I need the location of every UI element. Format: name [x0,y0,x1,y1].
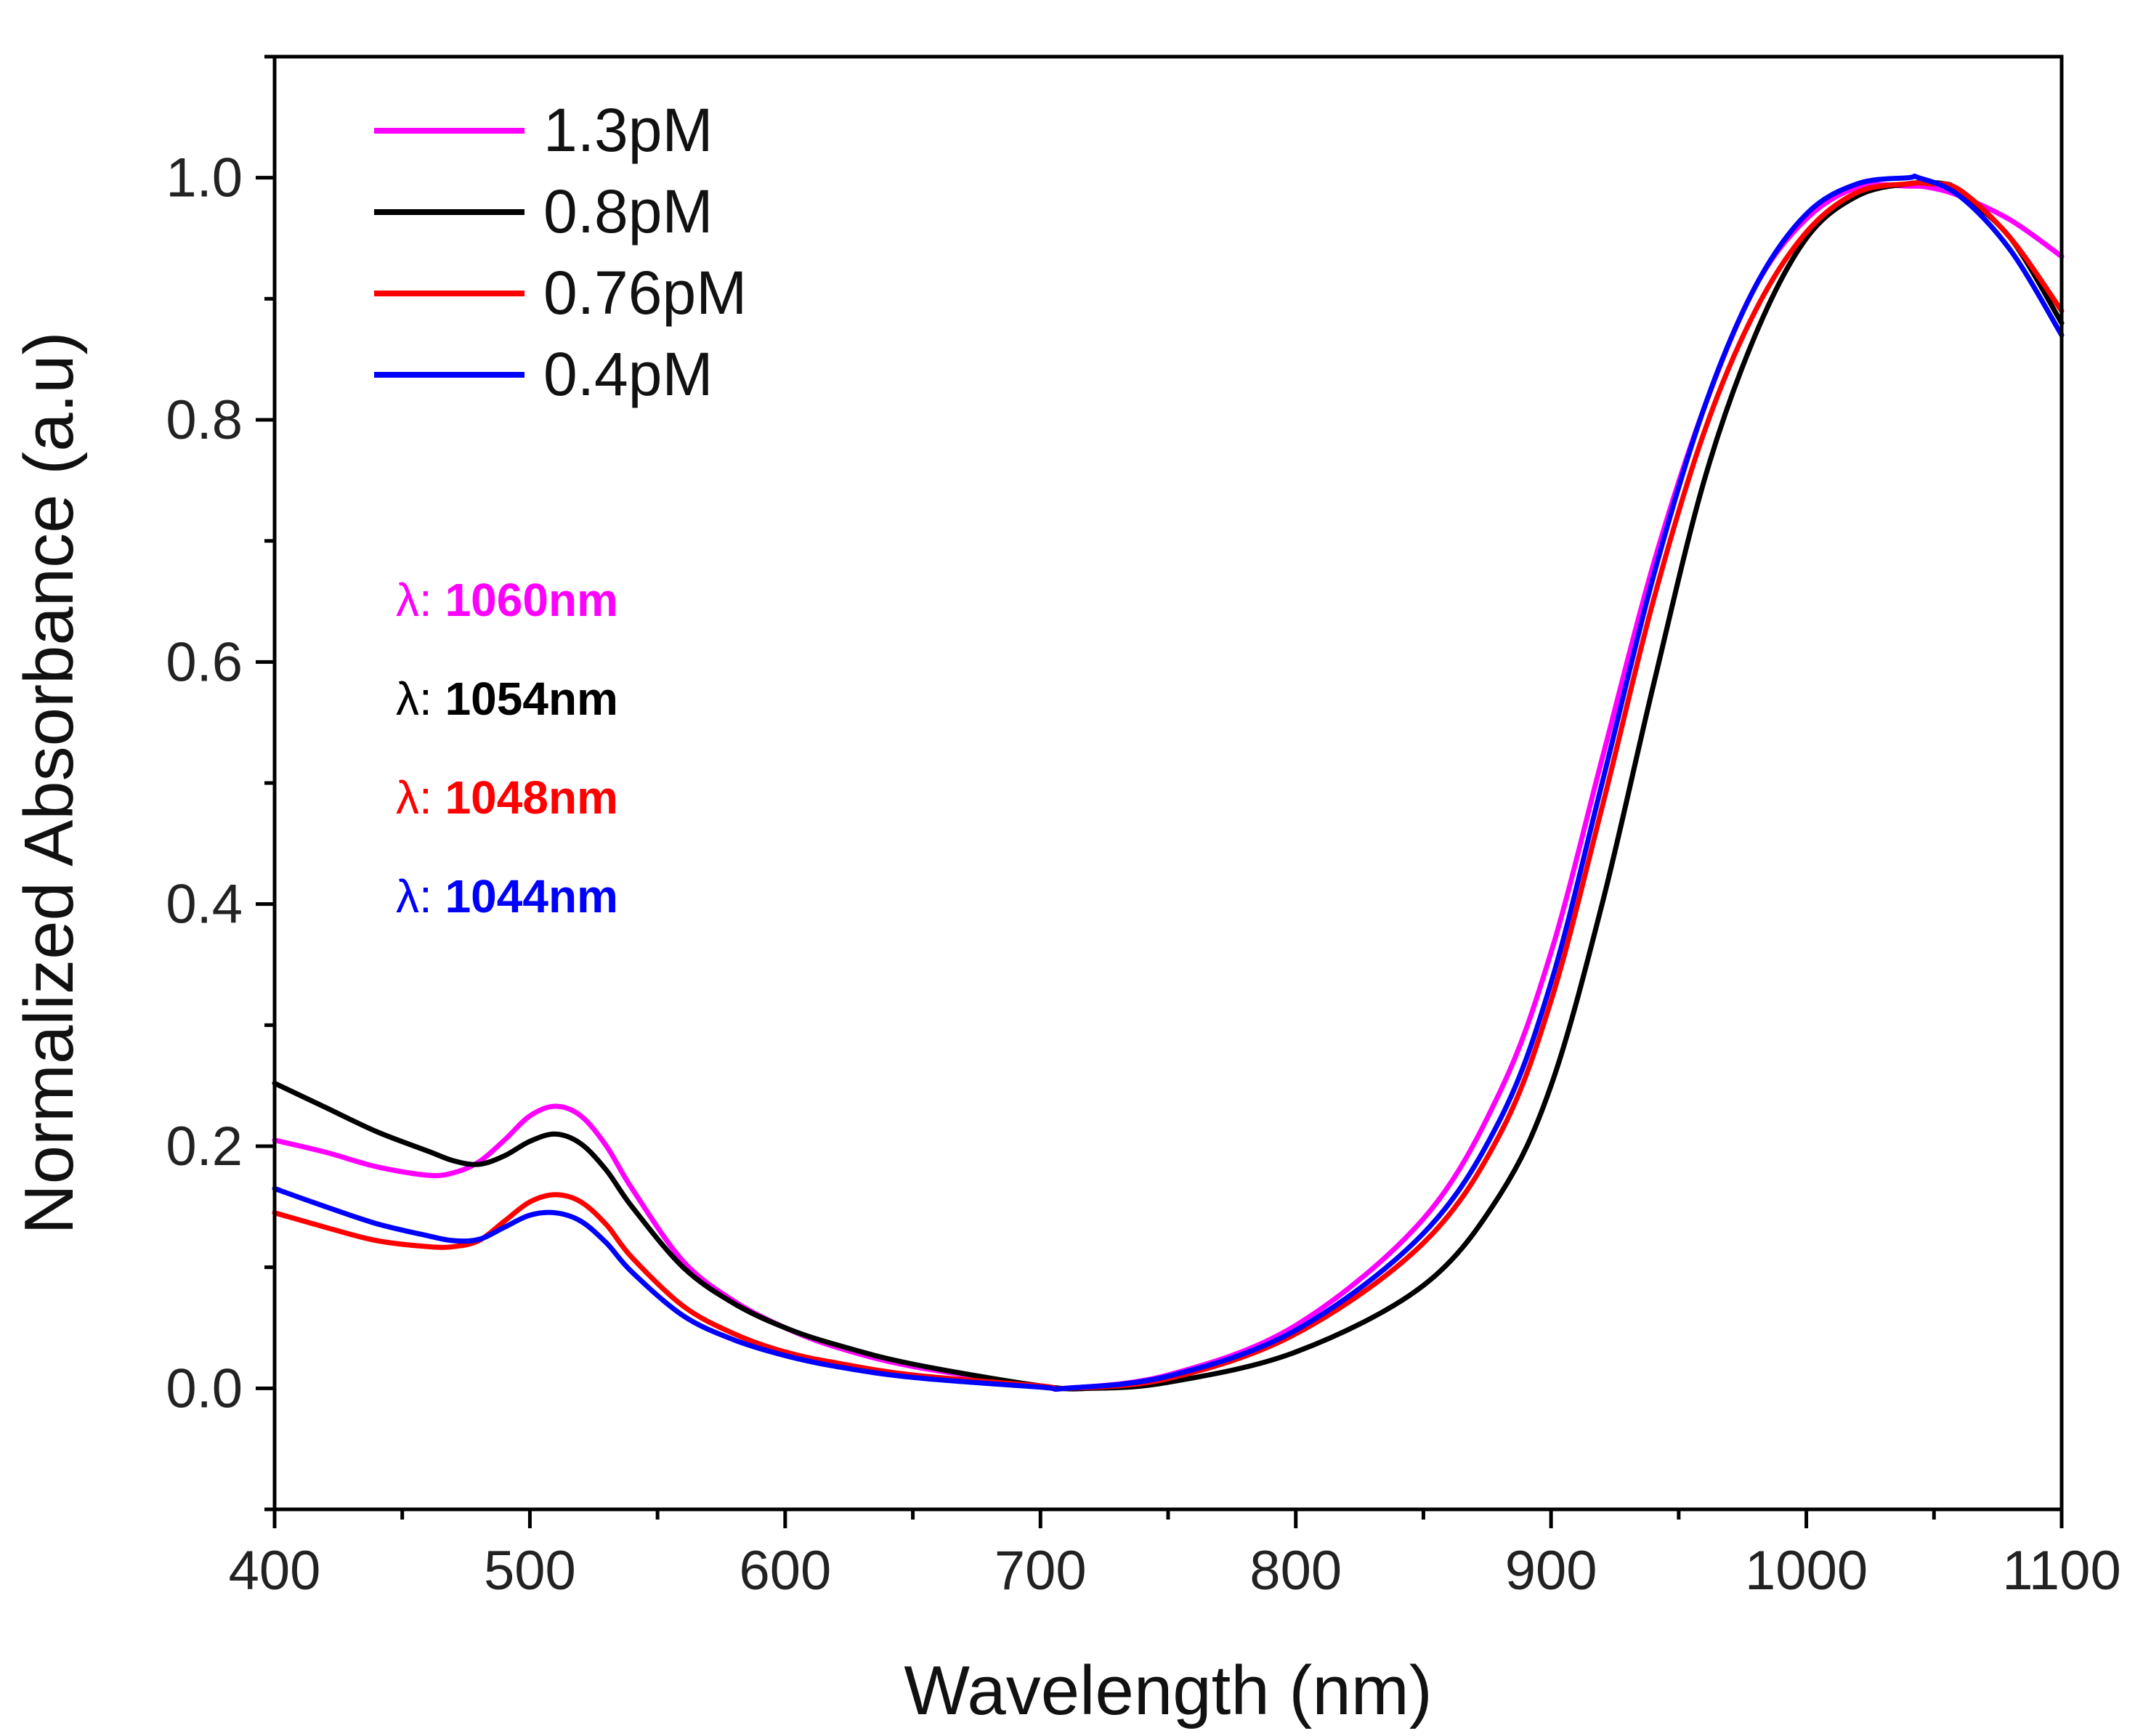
x-tick-label: 400 [229,1540,321,1602]
peak-annotation: λ: 1060nm [396,574,618,626]
peak-wavelength-value: 1048nm [445,771,618,824]
x-tick-label: 1000 [1745,1540,1868,1602]
x-tick-label: 700 [994,1540,1087,1602]
y-tick-label: 0.6 [166,631,243,693]
peak-annotation: λ: 1054nm [396,673,618,725]
ticks-layer: 400 500 600 700 800 900 1000 1100 0.0 0.2 0.4 0.6 0.… [166,54,2121,1602]
legend-label: 0.8pM [543,177,713,246]
x-tick-label: 900 [1505,1540,1597,1602]
y-tick-label: 0.0 [166,1358,243,1419]
peak-wavelength-value: 1060nm [445,574,618,626]
series-line-0.76pM [272,180,2065,1392]
peak-wavelength-value: 1044nm [445,870,618,922]
series-line-0.8pM [272,179,2065,1392]
x-tick-label: 500 [484,1540,576,1602]
peak-annotation: λ: 1044nm [396,870,618,922]
lambda-symbol: λ: [396,771,445,824]
y-tick-label: 0.8 [166,389,243,451]
lambda-symbol: λ: [396,673,445,725]
x-tick-label: 600 [739,1540,831,1602]
y-tick-label: 0.4 [166,874,243,936]
x-tick-label: 800 [1249,1540,1342,1602]
series-layer [272,173,2065,1392]
legend-label: 1.3pM [543,96,713,164]
lambda-symbol: λ: [396,870,445,922]
peak-wavelength-value: 1054nm [445,673,618,725]
lambda-symbol: λ: [396,574,445,626]
y-tick-label: 1.0 [166,147,243,209]
x-tick-label: 1100 [2002,1540,2120,1602]
y-axis-title: Normalized Absorbance (a.u) [10,331,88,1234]
legend: 1.3pM 0.8pM 0.76pM 0.4pM [374,96,747,408]
legend-label: 0.76pM [543,259,747,327]
x-axis-title: Wavelength (nm) [904,1652,1432,1729]
series-line-0.4pM [272,173,2065,1392]
peak-annotation: λ: 1048nm [396,771,618,824]
legend-label: 0.4pM [543,340,713,408]
y-tick-label: 0.2 [166,1116,243,1177]
